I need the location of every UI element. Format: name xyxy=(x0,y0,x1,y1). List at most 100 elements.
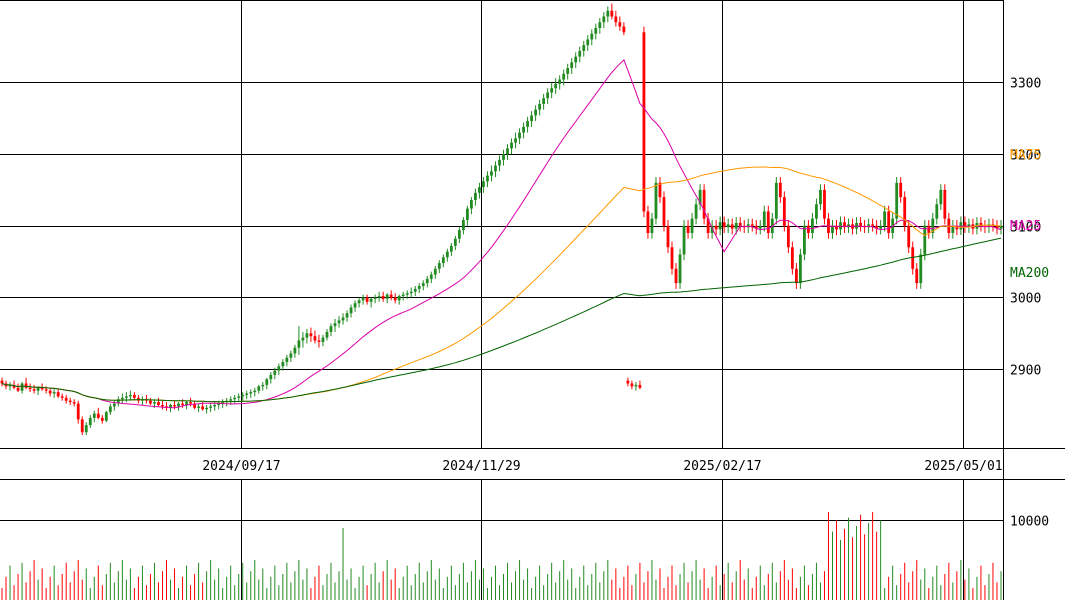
candle-body xyxy=(453,238,457,246)
candle-body xyxy=(381,296,385,299)
candle-body xyxy=(634,384,638,387)
candle-body xyxy=(128,394,132,397)
candle-body xyxy=(104,412,108,421)
candle-body xyxy=(674,268,678,284)
candle-body xyxy=(650,218,654,233)
candle-body xyxy=(365,297,369,302)
candle-body xyxy=(879,225,883,229)
candle-body xyxy=(935,204,939,219)
candle-body xyxy=(526,121,529,127)
candle-body xyxy=(445,251,449,258)
candle-body xyxy=(666,225,670,248)
price-tick-label: 3200 xyxy=(1010,149,1041,164)
candle-body xyxy=(554,83,558,89)
candle-body xyxy=(598,22,602,28)
candle-body xyxy=(698,189,702,205)
candle-body xyxy=(939,189,943,205)
candle-body xyxy=(718,222,722,230)
candle-body xyxy=(606,10,610,17)
candle-body xyxy=(40,387,44,390)
candle-body xyxy=(161,404,164,407)
candle-body xyxy=(530,115,533,122)
candle-body xyxy=(265,379,269,385)
candle-body xyxy=(911,247,915,269)
date-axis-labels: 2024/09/17 2024/11/29 2025/02/17 2025/05/01 xyxy=(202,459,1002,474)
candle-body xyxy=(437,263,441,269)
candle-body xyxy=(100,417,104,421)
candle-body xyxy=(353,303,357,308)
candle-body xyxy=(241,394,245,397)
candle-body xyxy=(746,224,750,228)
candle-body xyxy=(915,268,919,284)
candle-body xyxy=(397,296,401,301)
candle-body xyxy=(722,222,726,228)
candle-body xyxy=(245,393,249,395)
candle-body xyxy=(726,224,730,228)
candle-body xyxy=(702,189,706,219)
candle-body xyxy=(401,294,405,297)
candle-body xyxy=(301,337,305,341)
candle-body xyxy=(173,404,176,407)
candle-body xyxy=(750,224,754,226)
candle-body xyxy=(907,225,911,248)
candle-body xyxy=(373,297,377,299)
candle-body xyxy=(369,298,373,302)
candle-body xyxy=(498,159,501,166)
candle-body xyxy=(108,406,112,413)
candle-body xyxy=(923,225,927,255)
candle-body xyxy=(197,406,200,408)
volume-bars xyxy=(1,512,1002,600)
candle-body xyxy=(662,197,666,226)
candle-body xyxy=(710,225,714,233)
date-tick-label: 2024/11/29 xyxy=(442,459,520,474)
candle-body xyxy=(84,425,88,433)
candle-body xyxy=(995,225,999,229)
candle-body xyxy=(803,225,806,255)
candle-body xyxy=(610,10,614,17)
candle-body xyxy=(116,399,120,404)
candle-body xyxy=(754,225,758,229)
candle-body xyxy=(835,225,838,230)
candle-body xyxy=(229,399,233,401)
candle-body xyxy=(714,225,718,230)
candle-body xyxy=(72,402,76,404)
volume-axis-labels: 10000 xyxy=(1010,515,1049,530)
candle-body xyxy=(979,222,983,226)
candle-body xyxy=(546,92,550,99)
candle-body xyxy=(522,126,525,133)
ma25-label: MA25 xyxy=(1010,219,1041,234)
candle-body xyxy=(345,313,349,318)
candle-body xyxy=(68,400,72,403)
candle-body xyxy=(566,68,570,74)
candle-body xyxy=(690,218,694,233)
candle-body xyxy=(686,225,690,233)
candle-body xyxy=(570,62,574,69)
candle-body xyxy=(542,98,546,104)
candle-body xyxy=(706,218,710,233)
candle-body xyxy=(16,387,20,391)
candle-body xyxy=(518,132,521,139)
candle-body xyxy=(486,175,489,182)
candle-body xyxy=(461,220,465,231)
candle-body xyxy=(285,357,289,362)
price-tick-label: 3300 xyxy=(1010,77,1041,92)
candle-body xyxy=(534,109,538,116)
candle-body xyxy=(185,402,188,405)
candle-body xyxy=(678,254,682,284)
candle-body xyxy=(782,197,786,226)
candle-body xyxy=(409,291,413,294)
candle-body xyxy=(490,171,493,176)
candle-body xyxy=(393,297,397,301)
candle-body xyxy=(931,218,935,233)
candle-body xyxy=(562,73,566,80)
candle-body xyxy=(189,402,192,404)
candle-body xyxy=(137,397,140,401)
price-axis-labels: 2900 3000 3100 3200 3300 xyxy=(1010,77,1041,379)
ma25-line xyxy=(1,59,1002,409)
candle-body xyxy=(899,182,903,198)
candle-body xyxy=(120,397,124,400)
candle-body xyxy=(919,254,923,284)
price-tick-label: 3100 xyxy=(1010,221,1041,236)
candle-body xyxy=(590,33,594,40)
candle-body xyxy=(586,39,590,46)
